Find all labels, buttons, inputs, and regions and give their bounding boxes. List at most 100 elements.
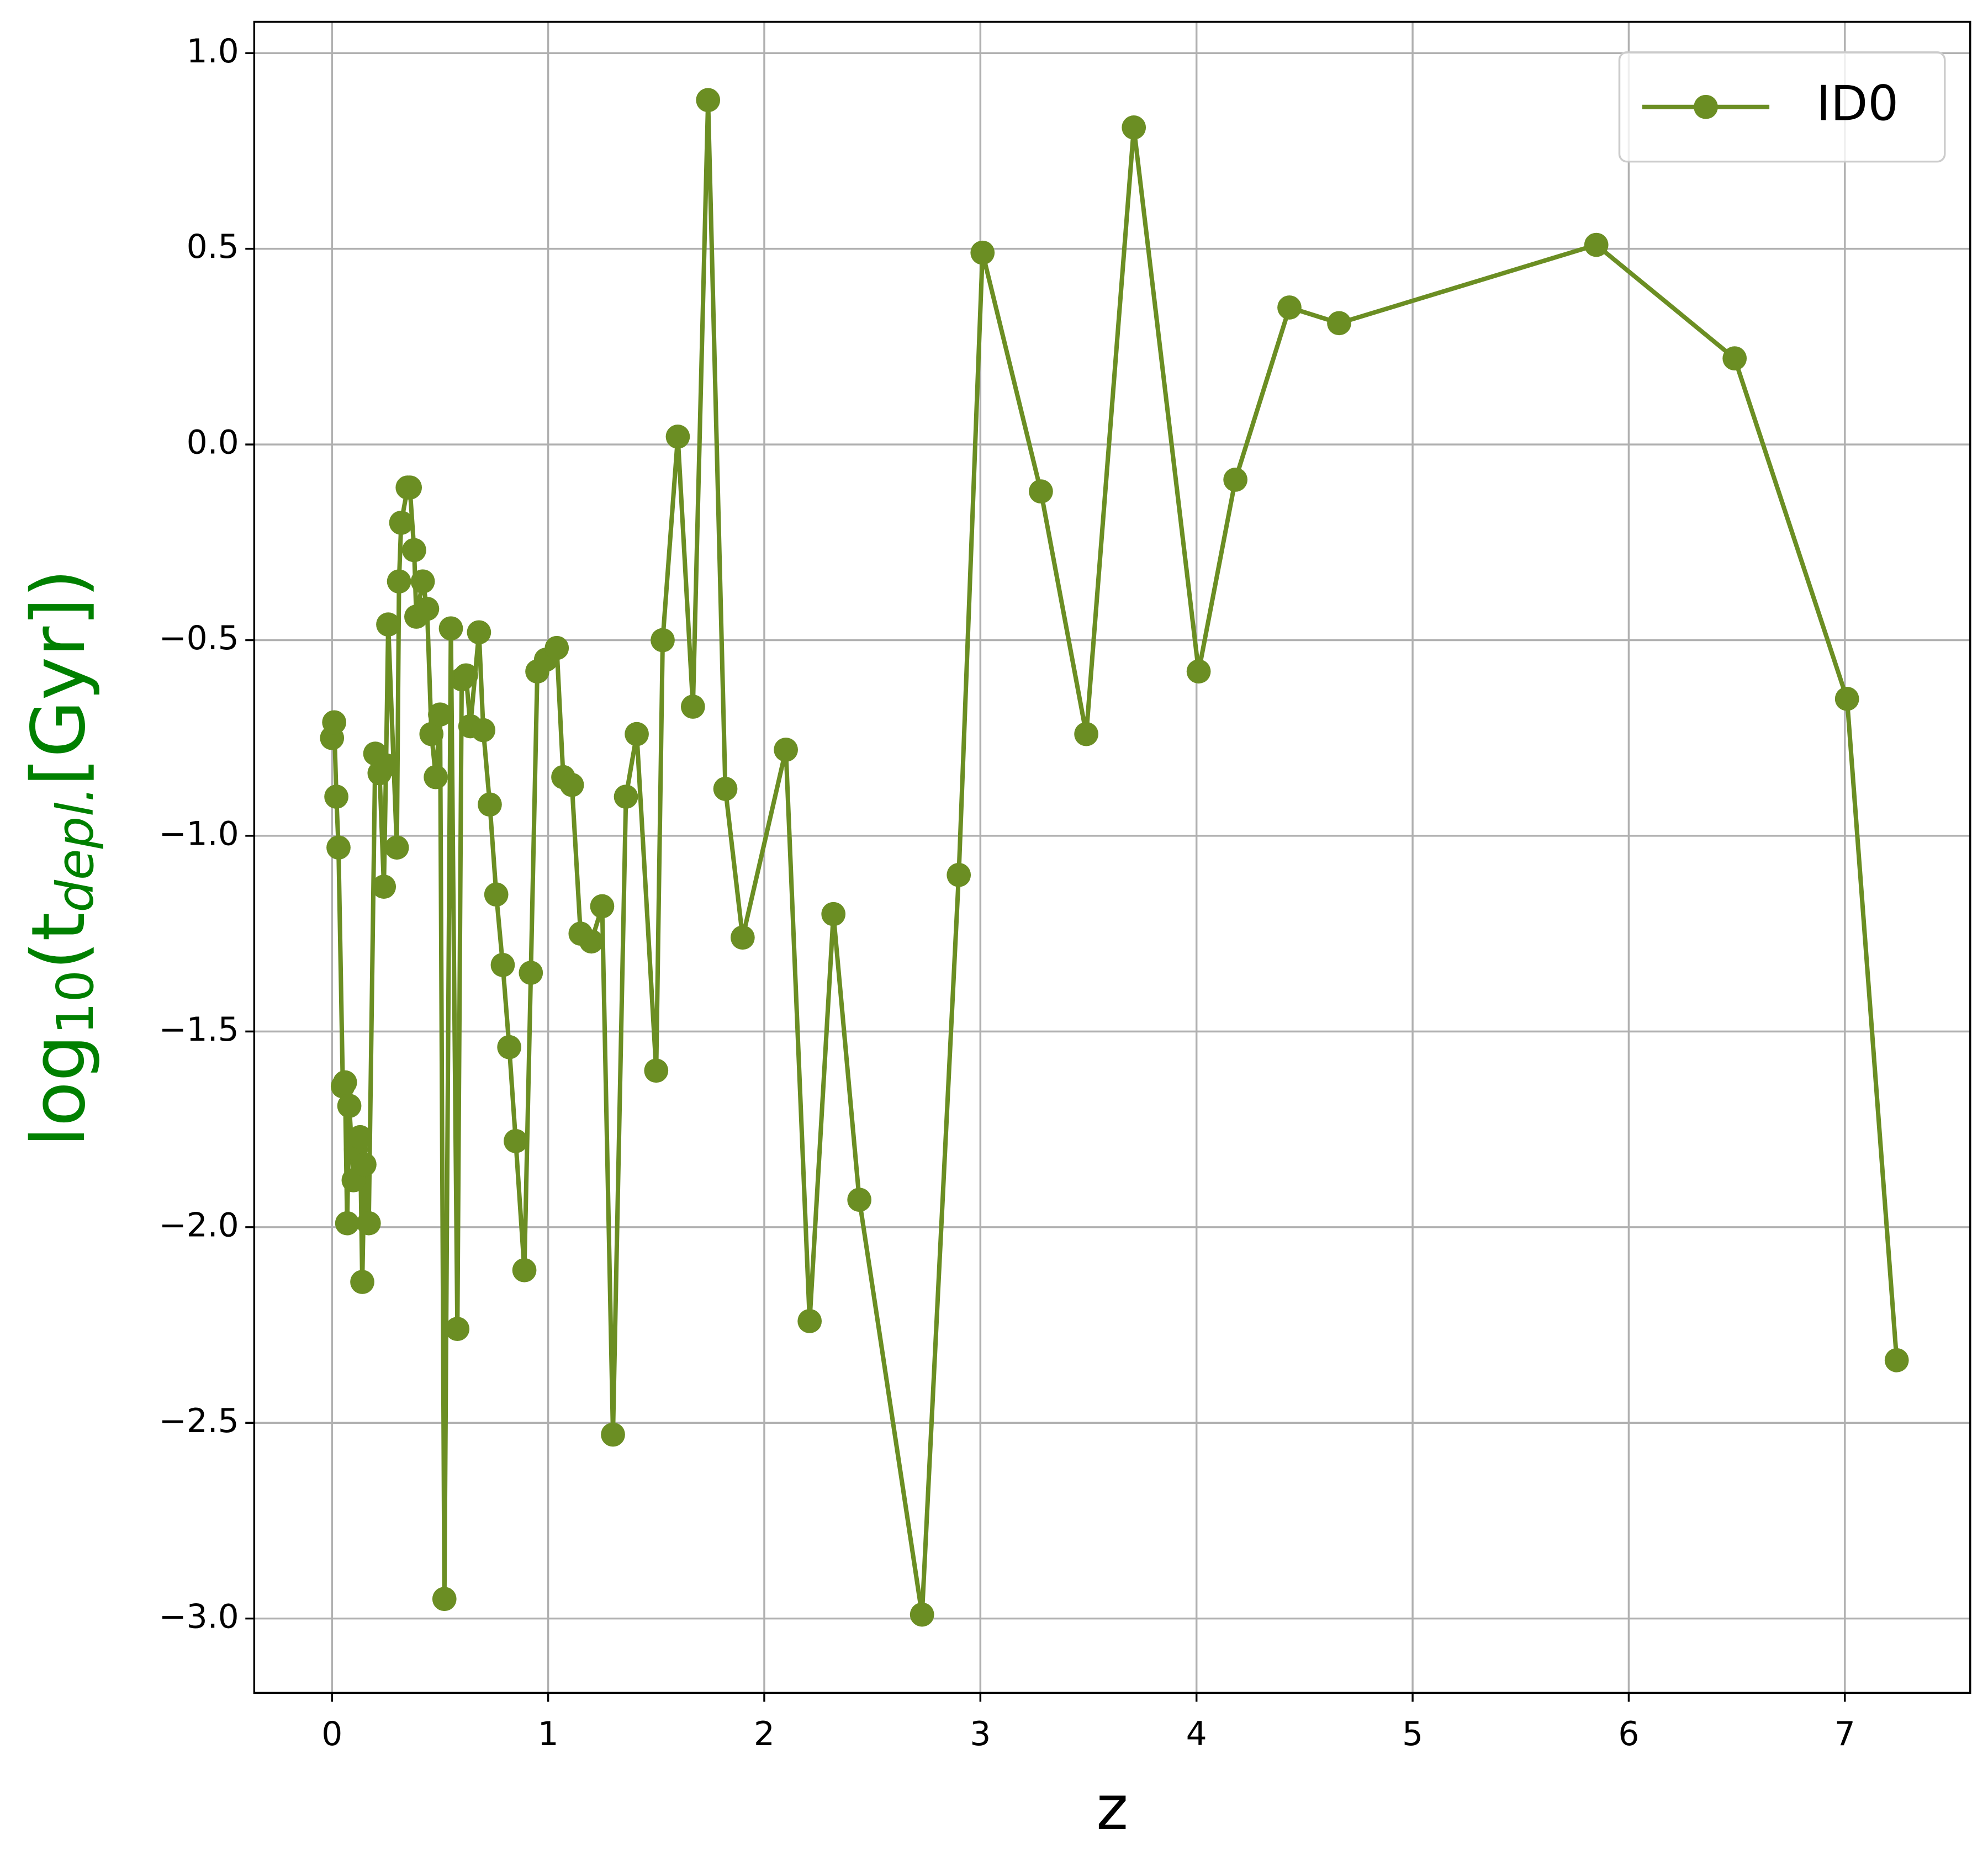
data-point [1722, 346, 1747, 371]
data-point [847, 1188, 872, 1212]
data-point [326, 835, 351, 860]
data-point [970, 240, 995, 265]
data-point [445, 1317, 470, 1341]
plot [320, 88, 1909, 1627]
x-tick-label: 1 [538, 1715, 559, 1753]
data-point [1223, 468, 1248, 492]
data-point [665, 425, 690, 449]
x-tick-label: 7 [1834, 1715, 1855, 1753]
data-point [432, 1587, 457, 1612]
data-point [471, 718, 496, 743]
data-point [614, 785, 638, 809]
y-tick-label: 1.0 [187, 32, 239, 71]
data-point [376, 612, 400, 637]
data-point [696, 88, 721, 113]
series-line [330, 98, 1899, 1617]
data-point [402, 538, 426, 563]
data-point [519, 961, 543, 985]
y-tick-label: 0.5 [187, 227, 239, 266]
x-tick-label: 3 [970, 1715, 991, 1753]
data-point [419, 722, 444, 746]
data-point [410, 569, 435, 594]
data-point [497, 1035, 522, 1059]
data-point [774, 738, 798, 762]
legend-label: ID0 [1816, 76, 1899, 132]
data-point [512, 1258, 537, 1282]
data-point [335, 1211, 359, 1236]
data-point [322, 710, 347, 735]
data-point [415, 596, 440, 621]
y-tick-label: −1.0 [158, 815, 239, 854]
y-axis-label: log10(tdepl.[Gyr]) [16, 569, 105, 1147]
data-point [454, 663, 478, 688]
data-point [1884, 1348, 1909, 1372]
data-point [1186, 659, 1211, 684]
data-point [504, 1129, 528, 1153]
data-point [910, 1602, 934, 1627]
data-point [467, 620, 491, 645]
legend-marker [1694, 94, 1718, 119]
data-point [651, 628, 675, 653]
data-point [337, 1094, 362, 1118]
data-point [484, 882, 509, 907]
data-point [625, 722, 649, 746]
x-tick-label: 6 [1618, 1715, 1639, 1753]
data-point [601, 1422, 625, 1447]
legend-box [1618, 51, 1946, 163]
y-tick-label: −1.5 [158, 1010, 239, 1049]
y-tick-label: −2.5 [158, 1402, 239, 1440]
x-tick-label: 5 [1402, 1715, 1423, 1753]
data-point [1584, 232, 1609, 257]
x-tick-label: 2 [754, 1715, 775, 1753]
data-point [332, 1070, 357, 1095]
data-point [947, 862, 971, 887]
data-point [1277, 295, 1302, 320]
data-point [352, 1152, 377, 1177]
legend: ID0 [1618, 51, 1946, 163]
data-point [389, 510, 414, 535]
data-point [490, 953, 515, 977]
data-point [579, 929, 604, 954]
data-point [428, 702, 452, 727]
axes-frame [253, 20, 1971, 1694]
y-tick-label: 0.0 [187, 423, 239, 462]
data-point [544, 635, 569, 660]
data-point [438, 616, 463, 641]
x-axis-label: z [1096, 1773, 1128, 1844]
data-point [350, 1270, 374, 1294]
y-label-part: depl. [46, 786, 105, 912]
y-tick-label: −2.0 [158, 1206, 239, 1244]
y-label-part: [Gyr]) [16, 569, 102, 787]
data-point [356, 1211, 381, 1236]
data-point [559, 772, 584, 797]
data-point [1074, 722, 1098, 746]
y-tick-label: −0.5 [158, 619, 239, 658]
y-label-part: 10 [46, 970, 105, 1035]
data-point [1029, 479, 1053, 504]
data-point [1122, 115, 1146, 140]
data-point [324, 785, 348, 809]
y-tick-label: −3.0 [158, 1597, 239, 1636]
data-point [1834, 686, 1859, 711]
data-point [387, 569, 411, 594]
data-point [797, 1309, 822, 1333]
data-point [398, 475, 422, 500]
data-point [730, 925, 755, 950]
x-tick-label: 0 [321, 1715, 342, 1753]
data-point [374, 753, 398, 778]
data-point [384, 835, 409, 860]
data-point [424, 765, 448, 789]
x-tick-label: 4 [1186, 1715, 1207, 1753]
data-point [1327, 311, 1351, 336]
data-point [680, 695, 705, 719]
data-point [590, 894, 615, 919]
data-point [821, 902, 846, 926]
data-point [644, 1058, 669, 1083]
y-label-part: log [16, 1035, 102, 1147]
data-point [372, 874, 396, 899]
y-label-part: (t [16, 913, 102, 970]
data-point [478, 792, 502, 817]
